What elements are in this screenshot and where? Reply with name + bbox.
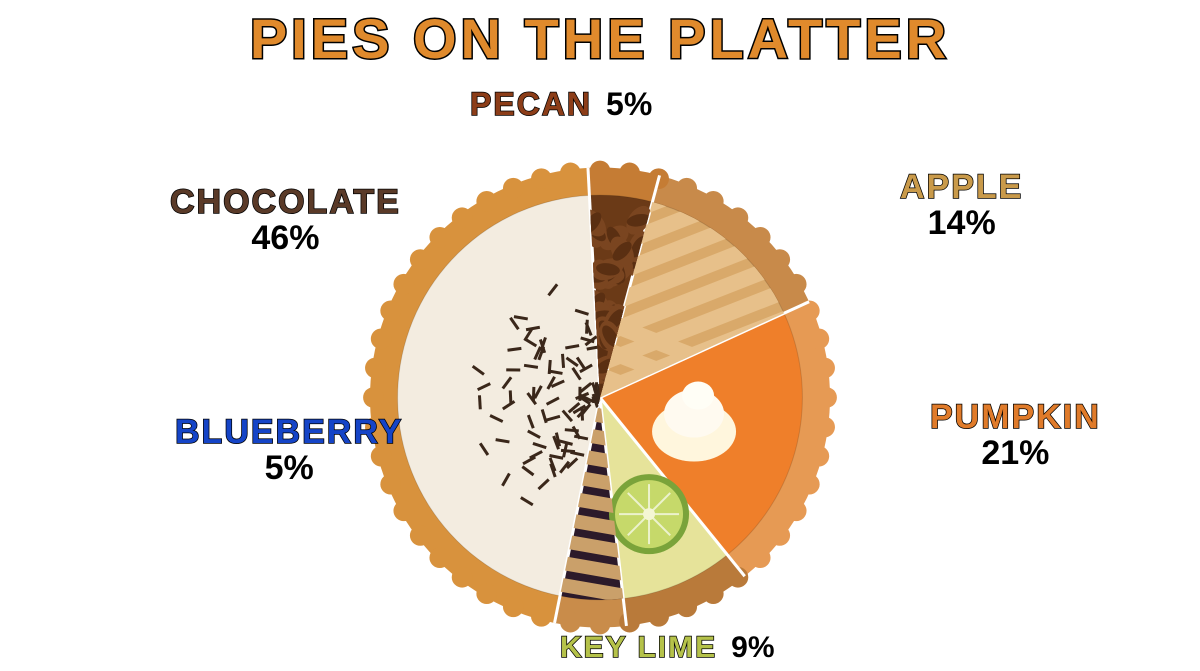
crust-bump	[410, 249, 431, 270]
crust-bump	[503, 178, 524, 199]
crust-bump	[703, 191, 724, 212]
slice-label: BLUEBERRY5%	[175, 415, 403, 486]
crust-bump	[429, 547, 450, 568]
crust-bump	[750, 547, 771, 568]
crust-bump	[808, 446, 829, 467]
crust-bump	[728, 207, 749, 228]
crust-bump	[531, 168, 552, 189]
crust-bump	[476, 191, 497, 212]
slice-label: PUMPKIN21%	[930, 400, 1101, 471]
slice-label-pct: 46%	[170, 221, 401, 257]
crust-bump	[452, 567, 473, 588]
slice-label-name: CHOCOLATE	[170, 185, 401, 221]
slice-label: PECAN 5%	[470, 88, 652, 122]
slice-label-pct: 21%	[930, 436, 1101, 472]
crust-bump	[380, 300, 401, 321]
crust-bump	[814, 358, 835, 379]
crust-bump	[410, 525, 431, 546]
crust-bump	[703, 583, 724, 604]
crust-bump	[590, 161, 611, 182]
crust-bump	[619, 163, 640, 184]
crust-bump	[769, 525, 790, 546]
lime-slice-icon	[609, 474, 689, 554]
crust-bump	[371, 329, 392, 350]
crust-bump	[648, 606, 669, 627]
crust-bump	[365, 358, 386, 379]
chart-title: PIES ON THE PLATTER	[0, 6, 1200, 71]
crust-bump	[676, 596, 697, 617]
crust-bump	[531, 606, 552, 627]
crust-bump	[814, 417, 835, 438]
crust-bump	[452, 207, 473, 228]
crust-bump	[429, 227, 450, 248]
crust-bump	[769, 249, 790, 270]
crust-bump	[476, 583, 497, 604]
slice-label: APPLE14%	[900, 170, 1023, 241]
crust-bump	[363, 387, 384, 408]
crust-bump	[503, 596, 524, 617]
crust-bump	[750, 227, 771, 248]
slice-label-pct: 14%	[900, 206, 1023, 242]
chart-title-text: PIES ON THE PLATTER	[250, 7, 950, 70]
crust-bump	[786, 274, 807, 295]
pie-svg	[340, 138, 860, 658]
pie-chart	[340, 138, 860, 663]
slice-label: KEY LIME 9%	[560, 632, 775, 664]
crust-bump	[676, 178, 697, 199]
slice-label-name: PECAN	[470, 86, 592, 122]
crust-bump	[816, 387, 837, 408]
crust-bump	[619, 612, 640, 633]
crust-bump	[786, 500, 807, 521]
slice-label-name: PUMPKIN	[930, 400, 1101, 436]
slice-label: CHOCOLATE46%	[170, 185, 401, 256]
crust-bump	[560, 163, 581, 184]
crust-bump	[560, 612, 581, 633]
slice-label-pct: 5%	[606, 86, 652, 122]
crust-bump	[393, 500, 414, 521]
slice-label-name: BLUEBERRY	[175, 415, 403, 451]
slice-label-name: KEY LIME	[560, 631, 717, 664]
crust-bump	[799, 474, 820, 495]
slice-label-name: APPLE	[900, 170, 1023, 206]
crust-bump	[808, 329, 829, 350]
slice-label-pct: 5%	[175, 451, 403, 487]
crust-bump	[393, 274, 414, 295]
slice-label-pct: 9%	[731, 631, 774, 664]
